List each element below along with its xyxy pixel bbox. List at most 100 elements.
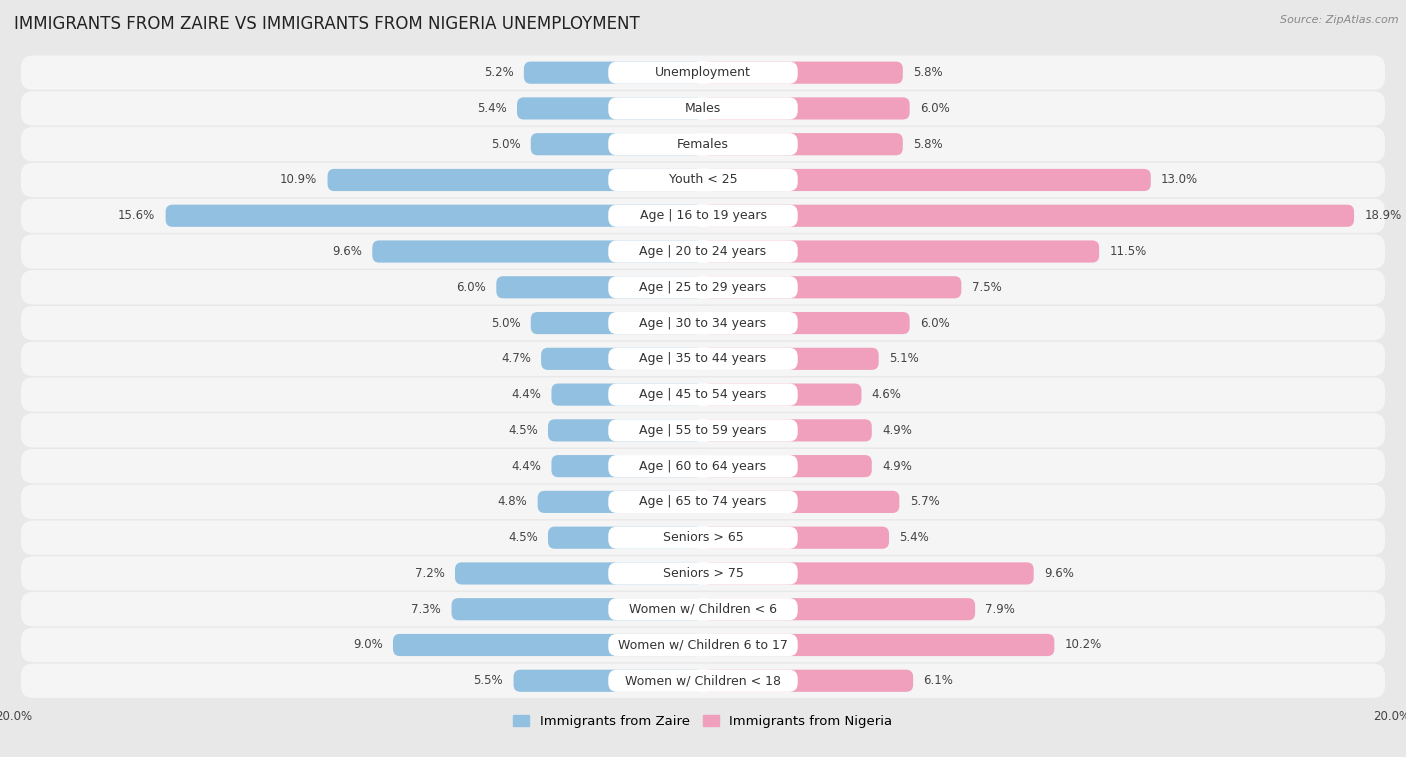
FancyBboxPatch shape — [537, 491, 703, 513]
FancyBboxPatch shape — [609, 169, 797, 191]
FancyBboxPatch shape — [703, 670, 912, 692]
FancyBboxPatch shape — [609, 670, 797, 692]
FancyBboxPatch shape — [703, 598, 976, 620]
Text: 9.6%: 9.6% — [1045, 567, 1074, 580]
FancyBboxPatch shape — [703, 61, 903, 84]
FancyBboxPatch shape — [451, 598, 703, 620]
FancyBboxPatch shape — [513, 670, 703, 692]
Text: Age | 20 to 24 years: Age | 20 to 24 years — [640, 245, 766, 258]
Text: Age | 16 to 19 years: Age | 16 to 19 years — [640, 209, 766, 223]
Text: 6.0%: 6.0% — [456, 281, 486, 294]
Text: 6.0%: 6.0% — [920, 316, 950, 329]
Text: Age | 65 to 74 years: Age | 65 to 74 years — [640, 495, 766, 509]
FancyBboxPatch shape — [609, 598, 797, 620]
Text: Males: Males — [685, 102, 721, 115]
Text: Unemployment: Unemployment — [655, 66, 751, 79]
Text: Age | 45 to 54 years: Age | 45 to 54 years — [640, 388, 766, 401]
Text: 5.0%: 5.0% — [491, 138, 520, 151]
FancyBboxPatch shape — [21, 198, 1385, 233]
Text: 6.1%: 6.1% — [924, 674, 953, 687]
Text: 4.7%: 4.7% — [501, 352, 531, 366]
FancyBboxPatch shape — [703, 241, 1099, 263]
FancyBboxPatch shape — [21, 92, 1385, 126]
FancyBboxPatch shape — [703, 455, 872, 477]
FancyBboxPatch shape — [373, 241, 703, 263]
FancyBboxPatch shape — [21, 628, 1385, 662]
Text: Age | 30 to 34 years: Age | 30 to 34 years — [640, 316, 766, 329]
FancyBboxPatch shape — [703, 312, 910, 334]
Text: Seniors > 65: Seniors > 65 — [662, 531, 744, 544]
Text: Women w/ Children 6 to 17: Women w/ Children 6 to 17 — [619, 638, 787, 652]
FancyBboxPatch shape — [703, 204, 1354, 227]
FancyBboxPatch shape — [609, 133, 797, 155]
Text: 4.6%: 4.6% — [872, 388, 901, 401]
Text: Seniors > 75: Seniors > 75 — [662, 567, 744, 580]
FancyBboxPatch shape — [703, 634, 1054, 656]
FancyBboxPatch shape — [531, 312, 703, 334]
Text: 4.9%: 4.9% — [882, 424, 912, 437]
FancyBboxPatch shape — [21, 55, 1385, 90]
Text: 18.9%: 18.9% — [1364, 209, 1402, 223]
FancyBboxPatch shape — [609, 455, 797, 477]
Legend: Immigrants from Zaire, Immigrants from Nigeria: Immigrants from Zaire, Immigrants from N… — [508, 709, 898, 734]
Text: IMMIGRANTS FROM ZAIRE VS IMMIGRANTS FROM NIGERIA UNEMPLOYMENT: IMMIGRANTS FROM ZAIRE VS IMMIGRANTS FROM… — [14, 15, 640, 33]
FancyBboxPatch shape — [609, 384, 797, 406]
Text: Source: ZipAtlas.com: Source: ZipAtlas.com — [1281, 15, 1399, 25]
Text: 9.0%: 9.0% — [353, 638, 382, 652]
Text: 7.5%: 7.5% — [972, 281, 1001, 294]
Text: 5.7%: 5.7% — [910, 495, 939, 509]
FancyBboxPatch shape — [531, 133, 703, 155]
FancyBboxPatch shape — [703, 562, 1033, 584]
FancyBboxPatch shape — [609, 312, 797, 334]
FancyBboxPatch shape — [21, 235, 1385, 269]
FancyBboxPatch shape — [548, 527, 703, 549]
Text: 15.6%: 15.6% — [118, 209, 155, 223]
Text: 5.8%: 5.8% — [912, 66, 943, 79]
Text: 7.3%: 7.3% — [412, 603, 441, 615]
FancyBboxPatch shape — [703, 98, 910, 120]
FancyBboxPatch shape — [551, 384, 703, 406]
Text: Youth < 25: Youth < 25 — [669, 173, 737, 186]
Text: 7.9%: 7.9% — [986, 603, 1015, 615]
FancyBboxPatch shape — [21, 270, 1385, 304]
Text: Age | 25 to 29 years: Age | 25 to 29 years — [640, 281, 766, 294]
FancyBboxPatch shape — [21, 449, 1385, 483]
FancyBboxPatch shape — [21, 378, 1385, 412]
Text: Age | 35 to 44 years: Age | 35 to 44 years — [640, 352, 766, 366]
Text: 4.4%: 4.4% — [512, 459, 541, 472]
Text: 5.4%: 5.4% — [900, 531, 929, 544]
FancyBboxPatch shape — [21, 127, 1385, 161]
FancyBboxPatch shape — [703, 527, 889, 549]
FancyBboxPatch shape — [609, 276, 797, 298]
Text: 4.5%: 4.5% — [508, 531, 537, 544]
FancyBboxPatch shape — [166, 204, 703, 227]
FancyBboxPatch shape — [328, 169, 703, 191]
FancyBboxPatch shape — [496, 276, 703, 298]
Text: 10.2%: 10.2% — [1064, 638, 1102, 652]
Text: Females: Females — [678, 138, 728, 151]
FancyBboxPatch shape — [21, 592, 1385, 626]
FancyBboxPatch shape — [21, 413, 1385, 447]
FancyBboxPatch shape — [21, 484, 1385, 519]
Text: 5.4%: 5.4% — [477, 102, 506, 115]
Text: 10.9%: 10.9% — [280, 173, 318, 186]
Text: 4.9%: 4.9% — [882, 459, 912, 472]
FancyBboxPatch shape — [21, 556, 1385, 590]
FancyBboxPatch shape — [21, 163, 1385, 197]
Text: 5.5%: 5.5% — [474, 674, 503, 687]
FancyBboxPatch shape — [609, 562, 797, 584]
Text: 9.6%: 9.6% — [332, 245, 361, 258]
FancyBboxPatch shape — [703, 491, 900, 513]
FancyBboxPatch shape — [703, 347, 879, 370]
FancyBboxPatch shape — [609, 98, 797, 120]
FancyBboxPatch shape — [703, 169, 1152, 191]
FancyBboxPatch shape — [609, 491, 797, 513]
FancyBboxPatch shape — [456, 562, 703, 584]
FancyBboxPatch shape — [21, 521, 1385, 555]
Text: 5.2%: 5.2% — [484, 66, 513, 79]
FancyBboxPatch shape — [551, 455, 703, 477]
FancyBboxPatch shape — [703, 133, 903, 155]
FancyBboxPatch shape — [21, 341, 1385, 376]
FancyBboxPatch shape — [703, 384, 862, 406]
Text: 5.1%: 5.1% — [889, 352, 918, 366]
